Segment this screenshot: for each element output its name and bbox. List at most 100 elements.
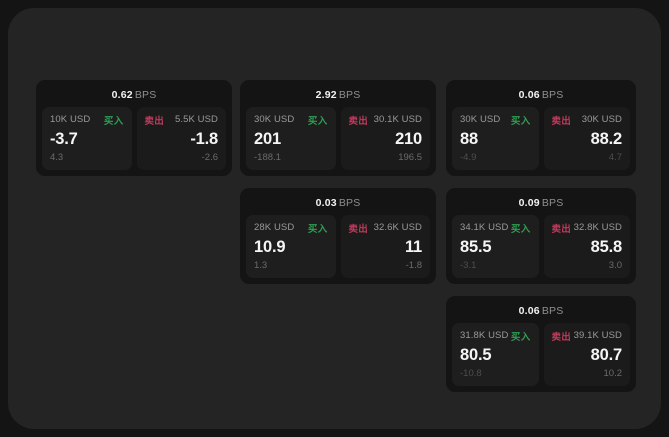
card-header: 0.06 BPS — [452, 302, 630, 320]
bps-value: 0.09 — [518, 197, 540, 209]
buy-price: 88 — [460, 130, 478, 148]
buy-price: 80.5 — [460, 346, 492, 364]
sell-panel-top: 卖出 5.5K USD — [144, 113, 219, 127]
buy-panel-top: 10K USD 买入 — [50, 113, 124, 127]
buy-action-label: 买入 — [510, 331, 531, 343]
sell-size-label: 32.8K USD — [573, 222, 622, 233]
quote-card[interactable]: 0.62 BPS 10K USD 买入 -3.7 4.3 卖出 — [36, 80, 232, 176]
sell-panel-top: 卖出 32.6K USD — [348, 221, 423, 235]
buy-panel-top: 34.1K USD 买入 — [460, 221, 531, 235]
sell-price: -1.8 — [190, 130, 218, 148]
buy-panel[interactable]: 30K USD 买入 88 -4.9 — [452, 107, 539, 170]
sell-size-label: 30.1K USD — [373, 114, 422, 125]
buy-size-label: 28K USD — [254, 222, 295, 233]
buy-panel-top: 31.8K USD 买入 — [460, 329, 531, 343]
sell-panel[interactable]: 卖出 39.1K USD 80.7 10.2 — [543, 323, 630, 386]
sell-price: 80.7 — [590, 346, 623, 364]
buy-panel-top: 30K USD 买入 — [460, 113, 531, 127]
sell-panel-top: 卖出 32.8K USD — [551, 221, 623, 235]
card-header: 0.06 BPS — [452, 86, 630, 104]
buy-price: 85.5 — [460, 238, 492, 256]
buy-delta: -10.8 — [460, 368, 482, 379]
sell-price: 210 — [395, 130, 422, 148]
sell-size-label: 30K USD — [581, 114, 622, 125]
sell-action-label: 卖出 — [144, 115, 165, 127]
bps-unit: BPS — [338, 89, 361, 101]
quote-card[interactable]: 0.06 BPS 30K USD 买入 88 -4.9 卖出 — [446, 80, 636, 176]
card-sides: 34.1K USD 买入 85.5 -3.1 卖出 32.8K USD 85.8… — [452, 215, 630, 278]
buy-delta: -188.1 — [254, 152, 281, 163]
sell-panel[interactable]: 卖出 30K USD 88.2 4.7 — [543, 107, 630, 170]
card-sides: 10K USD 买入 -3.7 4.3 卖出 5.5K USD -1.8 -2.… — [42, 107, 226, 170]
quote-card[interactable]: 0.03 BPS 28K USD 买入 10.9 1.3 卖出 — [240, 188, 436, 284]
sell-action-label: 卖出 — [551, 223, 572, 235]
buy-delta: 1.3 — [254, 260, 268, 271]
sell-delta: -1.8 — [405, 260, 422, 271]
sell-action-label: 卖出 — [348, 115, 369, 127]
quote-card[interactable]: 2.92 BPS 30K USD 买入 201 -188.1 卖出 — [240, 80, 436, 176]
buy-panel[interactable]: 31.8K USD 买入 80.5 -10.8 — [452, 323, 539, 386]
buy-delta: -3.1 — [460, 260, 477, 271]
bps-value: 0.03 — [315, 197, 337, 209]
quote-card[interactable]: 0.06 BPS 31.8K USD 买入 80.5 -10.8 卖出 — [446, 296, 636, 392]
sell-delta: -2.6 — [201, 152, 218, 163]
sell-delta: 4.7 — [608, 152, 622, 163]
card-sides: 28K USD 买入 10.9 1.3 卖出 32.6K USD 11 -1.8 — [246, 215, 430, 278]
buy-delta: -4.9 — [460, 152, 477, 163]
sell-action-label: 卖出 — [348, 223, 369, 235]
buy-price: -3.7 — [50, 130, 78, 148]
bps-value: 0.06 — [518, 89, 540, 101]
buy-action-label: 买入 — [103, 115, 124, 127]
card-sides: 30K USD 买入 88 -4.9 卖出 30K USD 88.2 4.7 — [452, 107, 630, 170]
quote-card[interactable]: 0.09 BPS 34.1K USD 买入 85.5 -3.1 卖出 — [446, 188, 636, 284]
sell-price: 11 — [404, 238, 422, 256]
sell-panel-top: 卖出 30K USD — [551, 113, 623, 127]
buy-panel[interactable]: 30K USD 买入 201 -188.1 — [246, 107, 336, 170]
buy-panel[interactable]: 10K USD 买入 -3.7 4.3 — [42, 107, 132, 170]
sell-price: 88.2 — [590, 130, 623, 148]
sell-action-label: 卖出 — [551, 331, 572, 343]
sell-delta: 3.0 — [608, 260, 622, 271]
buy-panel-top: 28K USD 买入 — [254, 221, 328, 235]
bps-value: 2.92 — [315, 89, 337, 101]
bps-unit: BPS — [541, 89, 564, 101]
sell-panel[interactable]: 卖出 5.5K USD -1.8 -2.6 — [136, 107, 226, 170]
buy-panel[interactable]: 34.1K USD 买入 85.5 -3.1 — [452, 215, 539, 278]
card-header: 2.92 BPS — [246, 86, 430, 104]
buy-panel[interactable]: 28K USD 买入 10.9 1.3 — [246, 215, 336, 278]
bps-unit: BPS — [134, 89, 157, 101]
buy-size-label: 10K USD — [50, 114, 91, 125]
sell-price: 85.8 — [590, 238, 623, 256]
card-sides: 31.8K USD 买入 80.5 -10.8 卖出 39.1K USD 80.… — [452, 323, 630, 386]
quote-column-3: 0.06 BPS 30K USD 买入 88 -4.9 卖出 — [446, 80, 636, 404]
sell-panel-top: 卖出 39.1K USD — [551, 329, 623, 343]
buy-panel-top: 30K USD 买入 — [254, 113, 328, 127]
card-header: 0.62 BPS — [42, 86, 226, 104]
buy-size-label: 31.8K USD — [460, 330, 509, 341]
card-header: 0.09 BPS — [452, 194, 630, 212]
buy-size-label: 30K USD — [460, 114, 501, 125]
sell-size-label: 5.5K USD — [174, 114, 218, 125]
sell-panel[interactable]: 卖出 32.8K USD 85.8 3.0 — [543, 215, 630, 278]
sell-action-label: 卖出 — [551, 115, 572, 127]
bps-unit: BPS — [541, 305, 564, 317]
sell-panel-top: 卖出 30.1K USD — [348, 113, 423, 127]
card-sides: 30K USD 买入 201 -188.1 卖出 30.1K USD 210 1… — [246, 107, 430, 170]
buy-size-label: 34.1K USD — [460, 222, 509, 233]
sell-delta: 10.2 — [603, 368, 623, 379]
bps-value: 0.06 — [518, 305, 540, 317]
buy-action-label: 买入 — [510, 115, 531, 127]
quote-column-1: 0.62 BPS 10K USD 买入 -3.7 4.3 卖出 — [36, 80, 232, 188]
buy-delta: 4.3 — [50, 152, 64, 163]
quote-board: 0.62 BPS 10K USD 买入 -3.7 4.3 卖出 — [36, 80, 636, 400]
buy-action-label: 买入 — [307, 223, 328, 235]
sell-size-label: 32.6K USD — [373, 222, 422, 233]
app-surface: 0.62 BPS 10K USD 买入 -3.7 4.3 卖出 — [8, 8, 661, 429]
buy-size-label: 30K USD — [254, 114, 295, 125]
sell-size-label: 39.1K USD — [573, 330, 622, 341]
buy-price: 10.9 — [254, 238, 286, 256]
sell-panel[interactable]: 卖出 30.1K USD 210 196.5 — [340, 107, 430, 170]
bps-unit: BPS — [541, 197, 564, 209]
sell-panel[interactable]: 卖出 32.6K USD 11 -1.8 — [340, 215, 430, 278]
quote-column-2: 2.92 BPS 30K USD 买入 201 -188.1 卖出 — [240, 80, 436, 296]
